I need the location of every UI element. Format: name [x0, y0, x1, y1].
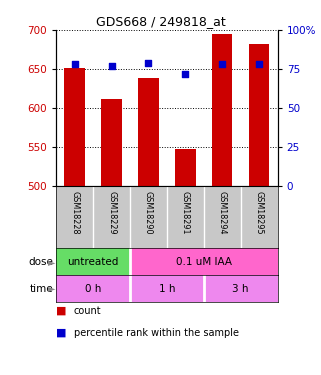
Bar	[138, 78, 159, 186]
Text: GSM18294: GSM18294	[218, 191, 227, 234]
Text: 3 h: 3 h	[232, 284, 249, 294]
Bar	[204, 275, 278, 302]
Text: GSM18291: GSM18291	[181, 191, 190, 234]
Text: 1 h: 1 h	[159, 284, 175, 294]
Text: ►: ►	[48, 284, 55, 294]
Bar	[130, 248, 278, 275]
Point	[256, 62, 262, 68]
Text: 0.1 uM IAA: 0.1 uM IAA	[176, 257, 232, 267]
Bar	[56, 275, 130, 302]
Text: time: time	[29, 284, 53, 294]
Text: GSM18290: GSM18290	[144, 191, 153, 234]
Text: GSM18228: GSM18228	[70, 191, 79, 234]
Point	[109, 63, 114, 69]
Text: GSM18295: GSM18295	[255, 191, 264, 235]
Text: ►: ►	[48, 257, 55, 267]
Point	[220, 62, 225, 68]
Bar	[101, 99, 122, 186]
Bar	[212, 34, 232, 186]
Bar	[130, 275, 204, 302]
Text: untreated: untreated	[67, 257, 119, 267]
Point	[146, 60, 151, 66]
Text: ■: ■	[56, 306, 67, 316]
Bar	[175, 148, 195, 186]
Text: count: count	[74, 306, 101, 316]
Point	[183, 70, 188, 76]
Bar	[249, 44, 269, 186]
Text: 0 h: 0 h	[85, 284, 101, 294]
Text: GDS668 / 249818_at: GDS668 / 249818_at	[96, 15, 225, 28]
Bar	[56, 248, 130, 275]
Text: dose: dose	[28, 257, 53, 267]
Text: GSM18229: GSM18229	[107, 191, 116, 235]
Point	[72, 62, 77, 68]
Text: ■: ■	[56, 328, 67, 338]
Bar	[65, 68, 85, 186]
Text: percentile rank within the sample: percentile rank within the sample	[74, 328, 239, 338]
